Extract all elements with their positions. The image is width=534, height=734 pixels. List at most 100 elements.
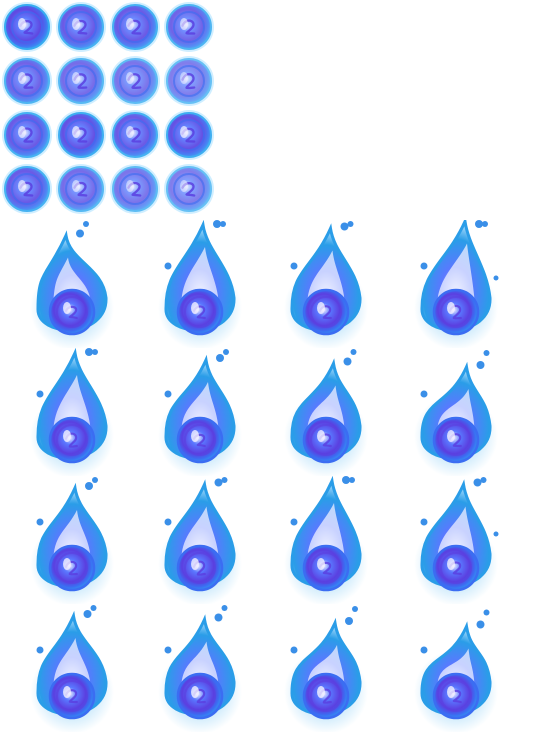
flame-sprite bbox=[158, 349, 242, 476]
flame-core-ring bbox=[184, 424, 216, 456]
flame-core-highlight bbox=[191, 302, 199, 314]
ember-particle bbox=[214, 613, 223, 622]
flame-core-highlight bbox=[447, 430, 455, 442]
flame-core-highlight bbox=[63, 430, 71, 442]
blue-flame-orb-icon bbox=[138, 348, 262, 476]
orb-ring bbox=[11, 173, 43, 205]
flame-core-ring bbox=[184, 552, 216, 584]
flame-sprite bbox=[284, 349, 368, 476]
orb-highlight bbox=[180, 18, 188, 30]
orb-ring bbox=[65, 65, 97, 97]
ember-particle bbox=[83, 221, 89, 227]
flame-core-ring bbox=[184, 680, 216, 712]
orb-highlight bbox=[18, 126, 26, 138]
orb-highlight bbox=[126, 180, 134, 192]
blue-flame-orb-icon bbox=[264, 476, 388, 604]
blue-flame-orb-icon bbox=[394, 476, 518, 604]
ember-particle bbox=[350, 349, 357, 355]
ember-particle bbox=[473, 478, 482, 487]
flame-sprite bbox=[284, 221, 368, 348]
flame-inner-tongue bbox=[437, 243, 475, 302]
flame-sprite bbox=[414, 220, 499, 348]
orb-ring bbox=[65, 173, 97, 205]
ember-particle bbox=[290, 646, 298, 654]
orb-sprite bbox=[2, 164, 52, 214]
orb-ring bbox=[119, 65, 151, 97]
ember-particle bbox=[220, 221, 226, 227]
orb-highlight bbox=[180, 72, 188, 84]
orb-swirl-icon bbox=[108, 0, 162, 54]
ember-particle bbox=[480, 477, 487, 483]
ember-particle bbox=[164, 262, 172, 270]
orb-highlight bbox=[126, 18, 134, 30]
ember-particle bbox=[214, 478, 223, 487]
ember-particle bbox=[420, 262, 428, 270]
orb-ring bbox=[65, 11, 97, 43]
orb-highlight bbox=[72, 72, 80, 84]
orb-highlight bbox=[18, 180, 26, 192]
orb-sprite bbox=[56, 164, 106, 214]
ember-particle bbox=[420, 518, 428, 526]
blue-flame-orb-icon bbox=[138, 476, 262, 604]
blue-flame-orb-icon bbox=[10, 220, 134, 348]
orb-ring bbox=[173, 65, 205, 97]
flame-core-highlight bbox=[63, 302, 71, 314]
orb-sprite-grid bbox=[0, 0, 216, 216]
ember-particle bbox=[420, 390, 428, 398]
ember-particle bbox=[483, 609, 490, 616]
ember-particle bbox=[213, 220, 221, 228]
blue-flame-orb-icon bbox=[394, 348, 518, 476]
orb-swirl-icon bbox=[54, 54, 108, 108]
ember-particle bbox=[221, 477, 228, 483]
ember-particle bbox=[90, 605, 97, 611]
flame-core-ring bbox=[310, 296, 342, 328]
orb-sprite bbox=[2, 110, 52, 160]
ember-particle bbox=[164, 646, 172, 654]
flame-sprite bbox=[414, 350, 498, 476]
flame-inner-tongue bbox=[307, 503, 345, 558]
flame-sprite-grid bbox=[0, 220, 534, 734]
flame-sprite bbox=[284, 606, 368, 732]
ember-particle bbox=[85, 482, 93, 490]
flame-core-ring bbox=[56, 680, 88, 712]
orb-highlight bbox=[126, 126, 134, 138]
flame-inner-tongue bbox=[181, 506, 219, 558]
flame-core-highlight bbox=[447, 558, 455, 570]
orb-sprite bbox=[110, 110, 160, 160]
flame-core-ring bbox=[440, 680, 472, 712]
orb-ring bbox=[11, 11, 43, 43]
ember-particle bbox=[164, 518, 172, 526]
flame-sprite bbox=[30, 348, 114, 476]
flame-core-highlight bbox=[63, 558, 71, 570]
orb-ring bbox=[11, 65, 43, 97]
flame-inner-tongue bbox=[53, 510, 91, 558]
flame-core-ring bbox=[310, 424, 342, 456]
orb-swirl-icon bbox=[162, 162, 216, 216]
orb-sprite bbox=[164, 56, 214, 106]
orb-swirl-icon bbox=[54, 0, 108, 54]
orb-sprite bbox=[56, 56, 106, 106]
flame-inner-tongue bbox=[181, 247, 219, 302]
ember-particle bbox=[36, 390, 44, 398]
flame-sprite bbox=[414, 477, 499, 604]
ember-particle bbox=[164, 390, 172, 398]
flame-inner-tongue bbox=[53, 638, 91, 686]
ember-particle bbox=[476, 620, 485, 629]
blue-flame-orb-icon bbox=[138, 604, 262, 732]
orb-swirl-icon bbox=[108, 54, 162, 108]
flame-sprite bbox=[30, 477, 114, 604]
ember-particle bbox=[493, 531, 499, 537]
orb-highlight bbox=[72, 126, 80, 138]
orb-swirl-icon bbox=[54, 108, 108, 162]
orb-highlight bbox=[180, 126, 188, 138]
orb-sprite bbox=[164, 164, 214, 214]
orb-sprite bbox=[110, 2, 160, 52]
orb-swirl-icon bbox=[162, 0, 216, 54]
orb-ring bbox=[11, 119, 43, 151]
ember-particle bbox=[216, 354, 224, 362]
ember-particle bbox=[92, 477, 98, 483]
orb-ring bbox=[119, 173, 151, 205]
ember-particle bbox=[36, 518, 44, 526]
flame-core-ring bbox=[440, 424, 472, 456]
blue-flame-orb-icon bbox=[10, 348, 134, 476]
